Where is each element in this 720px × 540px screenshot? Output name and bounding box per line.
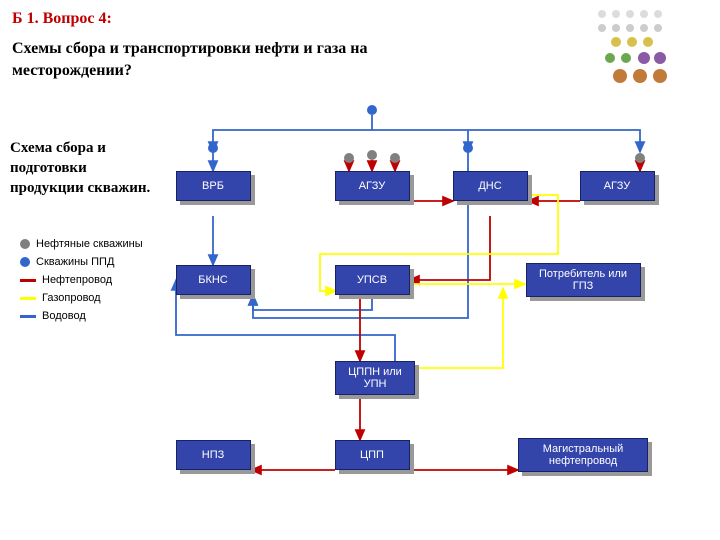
decor-dot bbox=[640, 10, 648, 18]
well-dot-oil bbox=[390, 153, 400, 163]
node-label: АГЗУ bbox=[335, 171, 410, 201]
decor-dot bbox=[654, 10, 662, 18]
well-dot-oil bbox=[635, 153, 645, 163]
legend-row: Нефтяные скважины bbox=[20, 235, 143, 253]
legend-swatch bbox=[20, 239, 30, 249]
legend-row: Водовод bbox=[20, 307, 143, 325]
decor-dot bbox=[654, 24, 662, 32]
node-vrb: ВРБ bbox=[176, 171, 251, 201]
node-label: АГЗУ bbox=[580, 171, 655, 201]
decor-dot bbox=[598, 24, 606, 32]
decor-dot bbox=[613, 69, 627, 83]
node-label: ЦПП bbox=[335, 440, 410, 470]
node-label: ВРБ bbox=[176, 171, 251, 201]
heading-2-line2: месторождении? bbox=[12, 62, 132, 80]
subheading-line3: продукции скважин. bbox=[10, 180, 150, 197]
heading-2-line1: Схемы сбора и транспортировки нефти и га… bbox=[12, 40, 367, 58]
legend: Нефтяные скважины Скважины ППД Нефтепровод… bbox=[20, 235, 143, 325]
legend-label: Скважины ППД bbox=[36, 256, 114, 268]
well-dot-water bbox=[463, 143, 473, 153]
decor-dot bbox=[653, 69, 667, 83]
legend-label: Нефтепровод bbox=[42, 274, 112, 286]
decor-dot bbox=[633, 69, 647, 83]
page-root: Б 1. Вопрос 4: Схемы сбора и транспортир… bbox=[0, 0, 720, 540]
node-potr: Потребитель или ГПЗ bbox=[526, 263, 641, 297]
node-bkns: БКНС bbox=[176, 265, 251, 295]
decor-dot bbox=[621, 53, 631, 63]
node-agzu1: АГЗУ bbox=[335, 171, 410, 201]
edge-gas bbox=[413, 288, 503, 368]
decor-dot bbox=[611, 37, 621, 47]
decor-dot bbox=[640, 24, 648, 32]
well-dot-oil bbox=[367, 150, 377, 160]
node-agzu2: АГЗУ bbox=[580, 171, 655, 201]
decor-dot bbox=[654, 52, 666, 64]
legend-row: Нефтепровод bbox=[20, 271, 143, 289]
node-label: Магистральный нефтепровод bbox=[518, 438, 648, 472]
node-label: БКНС bbox=[176, 265, 251, 295]
subheading-line2: подготовки bbox=[10, 160, 87, 177]
node-cpp: ЦПП bbox=[335, 440, 410, 470]
legend-swatch bbox=[20, 297, 36, 300]
node-label: ЦППН или УПН bbox=[335, 361, 415, 395]
decor-dot bbox=[643, 37, 653, 47]
decor-dot bbox=[627, 37, 637, 47]
edge-oil bbox=[409, 216, 490, 280]
subheading-line1: Схема сбора и bbox=[10, 140, 106, 157]
decor-dot bbox=[605, 53, 615, 63]
decor-dot bbox=[598, 10, 606, 18]
node-dns: ДНС bbox=[453, 171, 528, 201]
well-dot-oil bbox=[344, 153, 354, 163]
decor-dot bbox=[612, 24, 620, 32]
node-label: УПСВ bbox=[335, 265, 410, 295]
legend-label: Газопровод bbox=[42, 292, 101, 304]
node-label: НПЗ bbox=[176, 440, 251, 470]
heading-1: Б 1. Вопрос 4: bbox=[12, 10, 112, 28]
node-label: Потребитель или ГПЗ bbox=[526, 263, 641, 297]
decor-dot bbox=[626, 24, 634, 32]
legend-row: Скважины ППД bbox=[20, 253, 143, 271]
legend-label: Нефтяные скважины bbox=[36, 238, 143, 250]
decor-dot bbox=[638, 52, 650, 64]
decor-dot bbox=[626, 10, 634, 18]
node-npz: НПЗ bbox=[176, 440, 251, 470]
node-cppn: ЦППН или УПН bbox=[335, 361, 415, 395]
well-dot-water bbox=[208, 143, 218, 153]
node-label: ДНС bbox=[453, 171, 528, 201]
edge-water bbox=[213, 115, 372, 152]
legend-swatch bbox=[20, 257, 30, 267]
node-magn: Магистральный нефтепровод bbox=[518, 438, 648, 472]
legend-swatch bbox=[20, 279, 36, 282]
edge-water bbox=[372, 130, 640, 152]
legend-swatch bbox=[20, 315, 36, 318]
node-upsv: УПСВ bbox=[335, 265, 410, 295]
well-dot-water bbox=[367, 105, 377, 115]
legend-row: Газопровод bbox=[20, 289, 143, 307]
decor-dot bbox=[612, 10, 620, 18]
legend-label: Водовод bbox=[42, 310, 86, 322]
